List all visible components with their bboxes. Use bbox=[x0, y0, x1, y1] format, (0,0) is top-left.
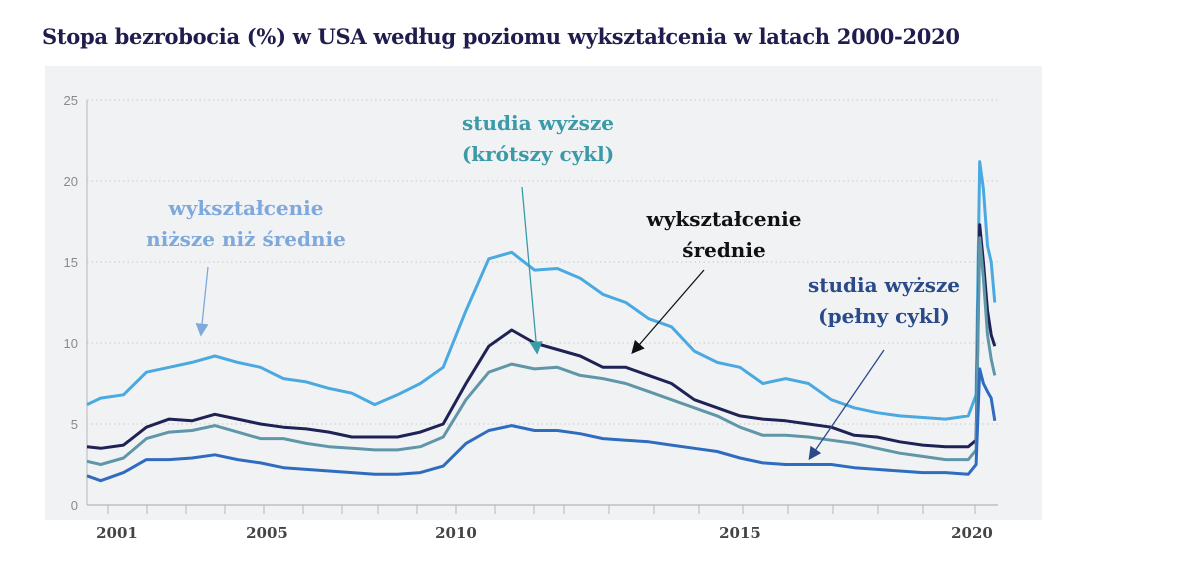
annotation-bachelor: studia wyższe (pełny cykl) bbox=[808, 270, 960, 332]
y-tick-label: 15 bbox=[64, 255, 78, 270]
annotation-line: studia wyższe bbox=[807, 273, 961, 297]
annotation-line: (krótszy cykl) bbox=[461, 142, 615, 166]
annotation-line: studia wyższe bbox=[461, 111, 615, 135]
annotation-line: (pełny cykl) bbox=[818, 304, 950, 328]
annotation-arrow-less-than-hs bbox=[195, 266, 209, 337]
y-tick-label: 10 bbox=[64, 336, 78, 351]
series-line bbox=[86, 223, 997, 450]
x-tick-label: 2001 bbox=[96, 524, 138, 542]
series-line bbox=[86, 160, 997, 421]
y-tick-label: 5 bbox=[71, 417, 78, 432]
y-tick-label: 0 bbox=[71, 498, 78, 513]
annotation-line: niższe niż średnie bbox=[146, 227, 346, 251]
annotation-some-college: studia wyższe (krótszy cykl) bbox=[462, 108, 614, 170]
series-line bbox=[86, 236, 997, 466]
plot-background bbox=[45, 66, 1042, 520]
x-tick-label: 2015 bbox=[719, 524, 761, 542]
annotation-high-school: wykształcenie średnie bbox=[647, 204, 802, 266]
annotation-line: średnie bbox=[682, 238, 766, 262]
y-tick-label: 20 bbox=[64, 174, 78, 189]
annotation-less-than-high-school: wykształcenie niższe niż średnie bbox=[146, 193, 346, 255]
x-tick-label: 2005 bbox=[246, 524, 288, 542]
chart-title: Stopa bezrobocia (%) w USA według poziom… bbox=[42, 24, 960, 49]
x-tick-label: 2010 bbox=[435, 524, 477, 542]
y-tick-label: 25 bbox=[64, 93, 78, 108]
annotation-arrow-high-school bbox=[631, 269, 705, 354]
annotation-arrow-some-college bbox=[521, 186, 543, 355]
annotation-line: wykształcenie bbox=[168, 196, 324, 220]
annotation-arrow-bachelor bbox=[808, 349, 885, 461]
x-tick-label: 2020 bbox=[951, 524, 993, 542]
series-line bbox=[86, 367, 997, 483]
annotation-line: wykształcenie bbox=[646, 207, 802, 231]
